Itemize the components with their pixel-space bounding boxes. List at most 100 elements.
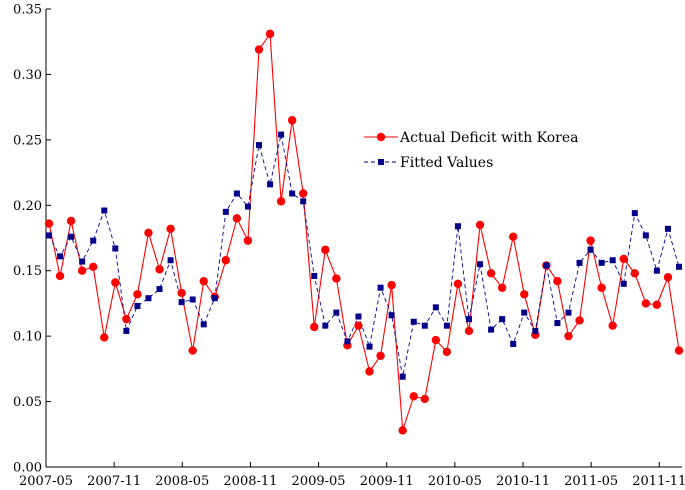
data-point-fitted-values [178,299,185,306]
data-point-actual-deficit [553,276,562,286]
data-point-actual-deficit [398,426,407,435]
data-point-fitted-values [676,263,682,270]
data-point-actual-deficit [243,236,253,245]
data-point-fitted-values [189,296,196,303]
data-point-actual-deficit [111,278,120,287]
x-tick-label: 2008-05 [155,474,209,489]
data-point-fitted-values [145,295,152,302]
data-point-actual-deficit [365,367,374,376]
data-point-actual-deficit [332,274,341,283]
data-point-actual-deficit [376,351,385,360]
data-point-fitted-values [609,257,616,264]
x-tick-label: 2011-11 [632,474,685,489]
data-point-actual-deficit [442,347,452,357]
data-point-fitted-values [543,262,550,269]
data-point-fitted-values [222,208,229,215]
data-point-fitted-values [300,198,307,205]
data-point-fitted-values [333,309,340,316]
data-point-actual-deficit [321,245,330,254]
series-layer [44,29,684,435]
y-tick-label: 0.30 [13,68,42,83]
axes: 0.00 0.05 0.10 0.15 0.20 0.25 0.30 0.35 2007-05 2… [13,3,685,490]
data-point-fitted-values [167,257,174,264]
data-point-actual-deficit [265,29,275,39]
data-point-fitted-values [244,203,251,210]
data-point-actual-deficit [597,283,606,292]
data-point-fitted-values [344,338,351,345]
data-point-actual-deficit [619,254,628,264]
data-point-actual-deficit [564,331,573,341]
data-point-fitted-values [532,327,539,334]
data-point-fitted-values [443,322,450,329]
data-point-actual-deficit [387,280,396,290]
data-point-fitted-values [278,131,285,138]
data-point-actual-deficit [310,322,319,332]
data-point-fitted-values [123,327,130,334]
data-point-fitted-values [664,225,671,232]
data-point-fitted-values [410,318,417,325]
x-tick-label: 2008-11 [223,474,277,489]
data-point-fitted-values [267,181,274,188]
data-point-actual-deficit [520,290,529,299]
data-point-actual-deficit [641,299,651,308]
data-point-fitted-values [322,322,329,329]
data-point-fitted-values [289,190,296,197]
series-line-actual-deficit [48,32,680,431]
legend: Actual Deficit with Korea Fitted Values [364,130,579,171]
x-tick-label: 2011-05 [564,474,618,489]
data-point-fitted-values [477,261,484,268]
data-point-actual-deficit [652,300,662,309]
data-point-actual-deficit [674,346,684,355]
data-point-fitted-values [156,286,163,293]
data-point-actual-deficit [630,269,639,278]
legend-marker-fitted-values [378,159,384,165]
data-point-fitted-values [399,373,406,380]
data-point-fitted-values [57,253,64,260]
data-point-fitted-values [653,267,660,274]
data-point-fitted-values [388,312,395,319]
x-tick-label: 2009-05 [292,474,346,489]
data-point-fitted-values [200,321,207,328]
data-point-actual-deficit [575,316,584,325]
data-point-actual-deficit [608,321,617,330]
data-point-actual-deficit [431,335,441,345]
data-point-fitted-values [355,313,362,320]
data-point-fitted-values [421,322,428,329]
data-point-fitted-values [211,295,218,302]
data-point-actual-deficit [122,314,131,324]
data-point-actual-deficit [486,269,496,278]
data-point-fitted-values [46,232,52,239]
data-point-fitted-values [366,343,373,350]
data-point-actual-deficit [586,236,595,245]
y-tick-label: 0.05 [13,395,42,410]
data-point-fitted-values [554,320,561,327]
data-point-fitted-values [466,316,472,323]
data-point-fitted-values [642,232,649,239]
data-point-actual-deficit [299,189,308,198]
data-point-fitted-values [454,223,461,230]
data-point-fitted-values [620,280,627,287]
data-point-fitted-values [79,258,86,265]
data-point-actual-deficit [354,321,363,330]
data-point-actual-deficit [55,271,65,281]
x-tick-label: 2007-11 [87,474,141,489]
data-point-actual-deficit [254,45,264,54]
legend-marker-actual-deficit [376,132,386,142]
data-point-actual-deficit [475,220,485,230]
data-point-fitted-values [488,326,495,333]
data-point-actual-deficit [166,224,175,234]
data-point-fitted-values [233,190,240,197]
data-point-actual-deficit [287,116,297,125]
data-point-fitted-values [631,210,638,217]
data-point-actual-deficit [144,228,153,237]
data-point-actual-deficit [232,214,242,223]
x-tick-label: 2010-11 [496,474,550,489]
data-point-fitted-values [311,272,318,279]
data-point-fitted-values [377,284,384,291]
data-point-fitted-values [101,207,108,214]
data-point-fitted-values [432,304,439,311]
data-point-actual-deficit [100,333,109,342]
data-point-actual-deficit [199,276,208,286]
data-point-fitted-values [510,340,517,347]
